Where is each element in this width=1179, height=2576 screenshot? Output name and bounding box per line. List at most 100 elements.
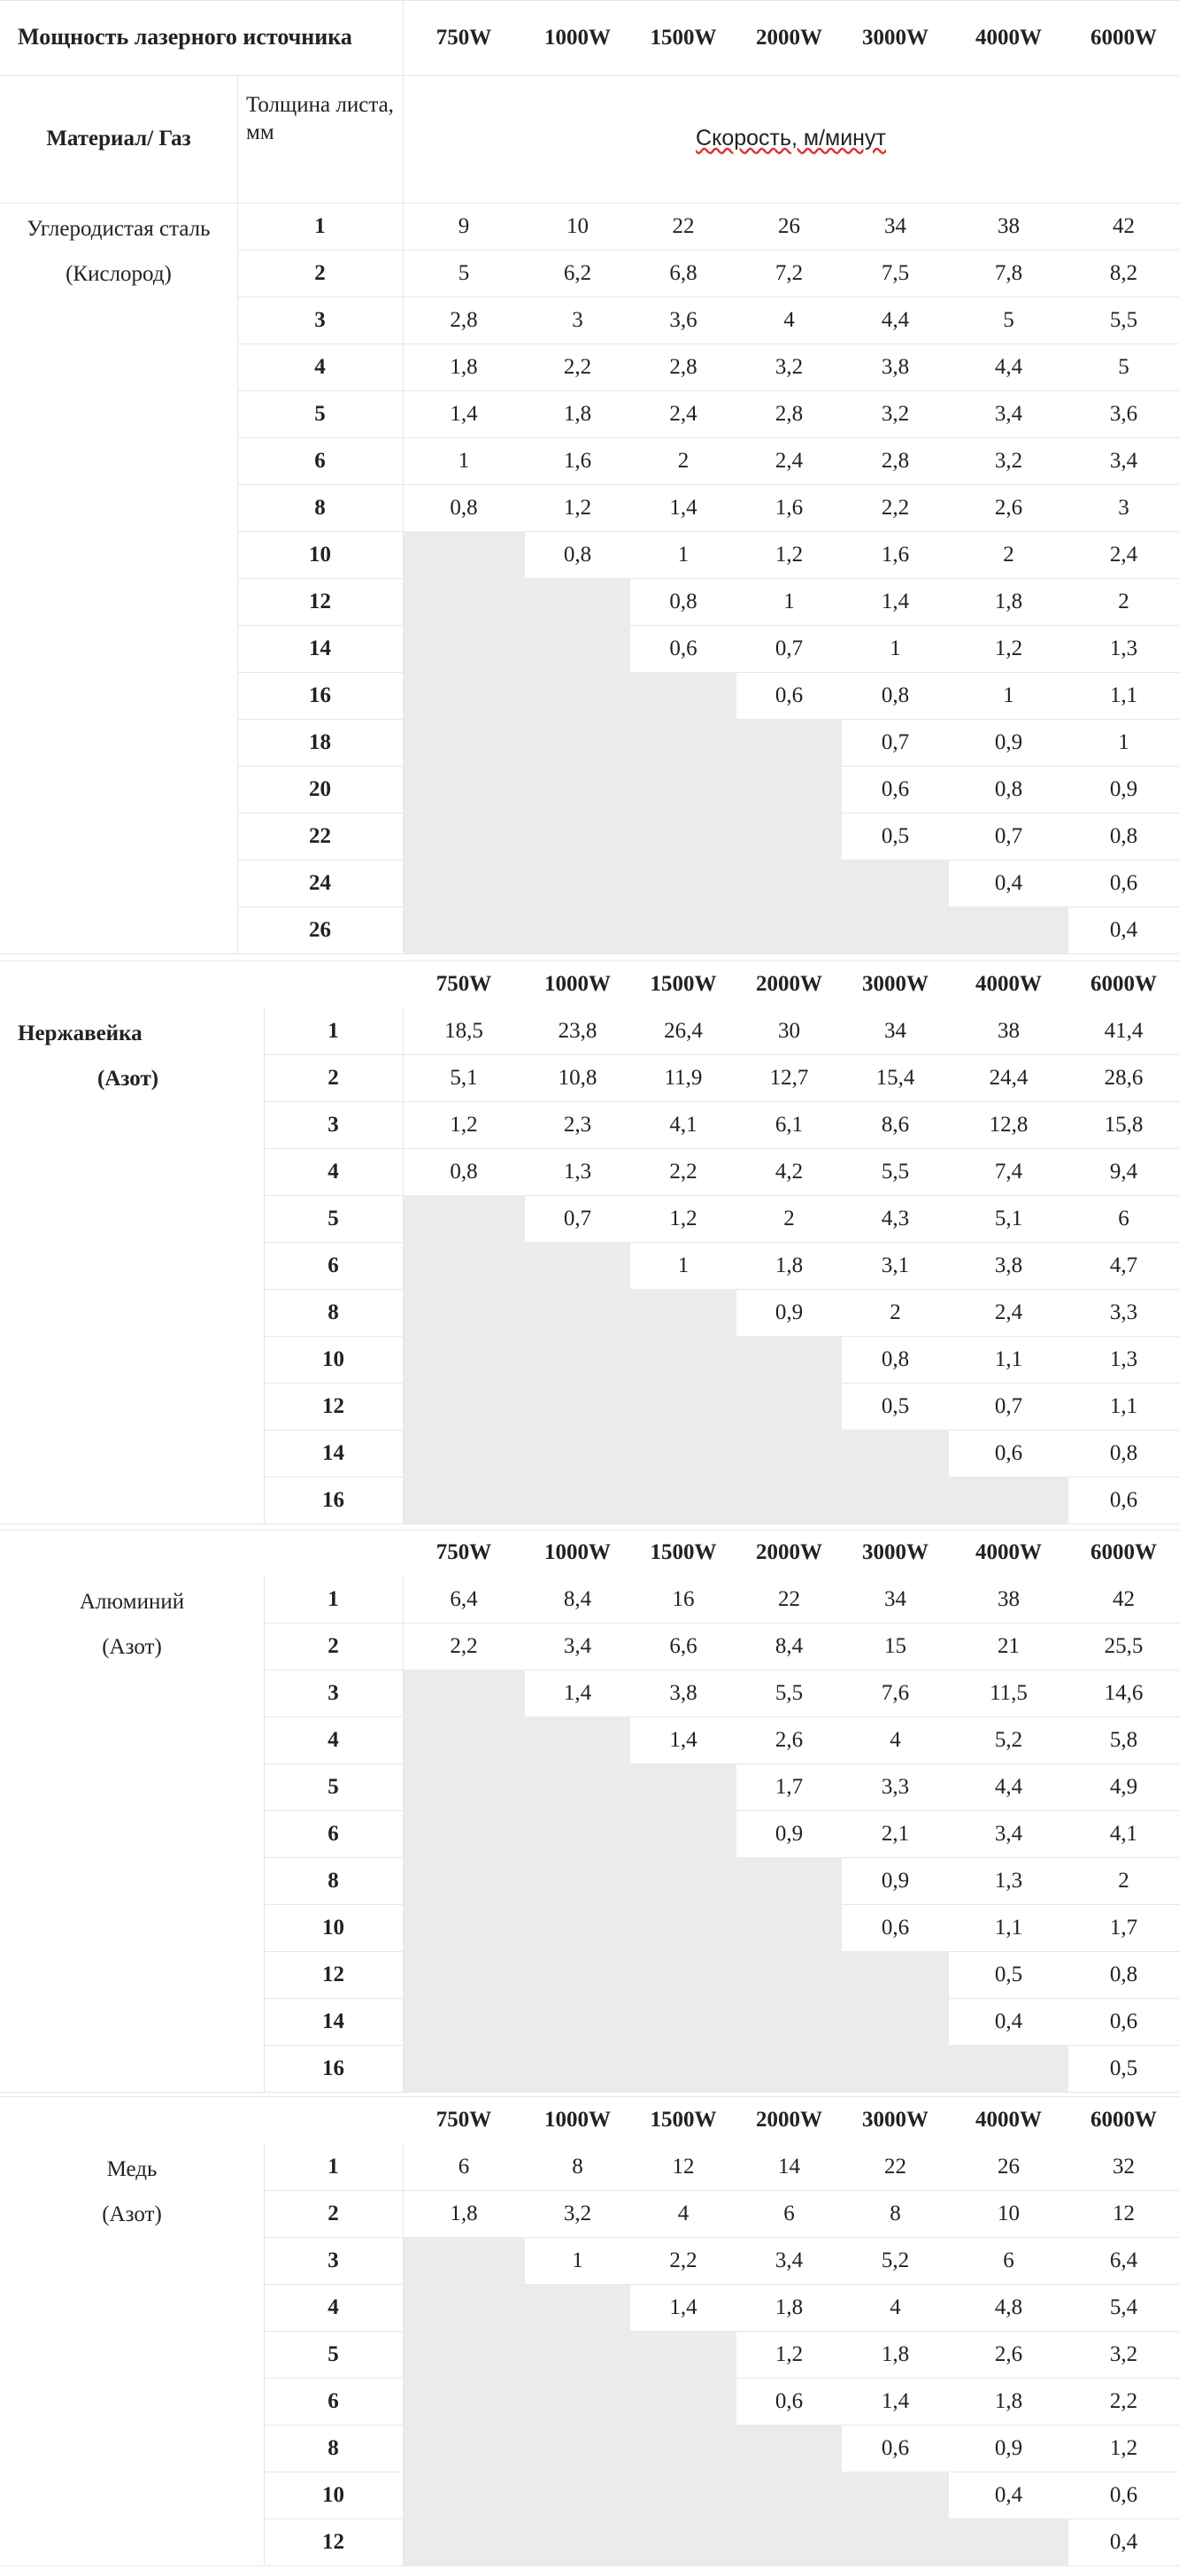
speed-value: 0,6 [774,2388,804,2413]
divider [0,960,1179,961]
empty-cell [403,906,525,953]
empty-cell [403,2331,525,2378]
speed-value: 26 [998,2154,1020,2179]
speed-value: 0,8 [450,1159,478,1184]
speed-value: 0,9 [1109,776,1138,801]
thickness-value: 10 [322,1915,344,1940]
speed-value: 1 [783,589,795,613]
speed-value: 4 [890,1727,901,1752]
speed-value: 3,2 [563,2201,592,2225]
speed-value: 1,1 [1109,683,1138,707]
speed-value: 2,6 [774,1727,804,1752]
speed-value: 2,8 [774,401,804,426]
speed-value: 12 [672,2154,695,2179]
empty-cell [525,1242,630,1289]
speed-value: 3 [572,307,583,332]
speed-value: 1,2 [563,495,592,520]
speed-value: 12 [1113,2201,1135,2225]
thickness-value: 5 [328,1206,339,1230]
speed-value: 0,6 [881,1915,910,1940]
speed-value: 0,8 [1109,1440,1138,1465]
empty-cell [630,1477,736,1523]
speed-value: 4 [890,2294,901,2319]
speed-value: 5 [1003,307,1014,332]
empty-cell [842,1477,949,1523]
speed-value: 3,4 [774,2248,804,2272]
speed-value: 4,3 [881,1206,910,1230]
speed-value: 5,1 [994,1206,1023,1230]
power-header: 1000W [544,2107,611,2132]
divider [0,0,1179,1]
speed-value: 2,8 [881,448,910,473]
empty-cell [630,1810,736,1857]
speed-header-label: Скорость, м/минут [696,126,886,151]
speed-value: 6,2 [563,260,592,285]
speed-value: 1,3 [994,1868,1023,1893]
empty-cell [403,2284,525,2331]
speed-value: 4 [783,307,795,332]
speed-value: 7,4 [994,1159,1023,1184]
speed-value: 14,6 [1104,1680,1144,1705]
gas-name: (Азот) [97,1067,159,1091]
empty-cell [525,1857,630,1904]
speed-value: 4,4 [994,354,1023,379]
material-name: Углеродистая сталь [27,217,211,241]
divider [0,2565,1179,2566]
thickness-value: 3 [328,2248,339,2272]
speed-value: 2 [1003,542,1014,567]
empty-cell [525,2425,630,2472]
speed-value: 4,4 [881,307,910,332]
speed-value: 1,8 [881,2341,910,2366]
empty-cell [630,2472,736,2518]
empty-cell [403,1810,525,1857]
speed-value: 3,1 [881,1253,910,1277]
empty-cell [403,1383,525,1430]
speed-value: 1,6 [774,495,804,520]
speed-value: 2,8 [669,354,697,379]
material-label: Медь (Азот) [0,2143,264,2565]
speed-value: 1,2 [774,542,804,567]
speed-value: 0,7 [774,636,804,660]
empty-cell [525,1763,630,1810]
thickness-value: 6 [328,2388,339,2413]
divider [264,2237,1179,2238]
empty-cell [736,1477,842,1523]
speed-value: 5 [1118,354,1129,379]
thickness-header: Толщина листа, мм [246,93,394,145]
empty-cell [736,2045,842,2092]
speed-value: 1,8 [994,2388,1023,2413]
power-header: 750W [435,2107,492,2132]
speed-value: 6 [783,2201,795,2225]
speed-value: 1,3 [1109,1346,1138,1371]
speed-value: 0,7 [994,1393,1023,1418]
empty-cell [842,2045,949,2092]
speed-value: 26 [778,213,800,238]
speed-value: 15 [884,1633,906,1658]
material-label: Алюминий (Азот) [0,1576,264,2092]
power-header: 2000W [756,25,822,50]
speed-value: 3,4 [994,1821,1023,1846]
empty-cell [403,1904,525,1951]
empty-cell [949,906,1068,953]
material-name: Алюминий [79,1590,185,1614]
divider [403,0,404,203]
empty-cell [630,719,736,766]
speed-value: 8,4 [563,1586,592,1611]
divider [0,1530,1179,1531]
speed-value: 0,7 [881,729,910,754]
speed-value: 26,4 [664,1018,703,1043]
divider [264,1007,265,1523]
empty-cell [842,860,949,906]
speed-value: 2,2 [669,1159,697,1184]
power-header: 6000W [1090,971,1157,996]
material-name: Нержавейка [18,1022,143,1045]
divider [264,2143,265,2565]
empty-cell [525,2045,630,2092]
empty-cell [525,1998,630,2045]
thickness-value: 2 [328,1065,339,1090]
empty-cell [403,2237,525,2284]
speed-value: 0,7 [994,823,1023,848]
speed-value: 1,8 [450,354,478,379]
thickness-value: 4 [328,1727,339,1752]
thickness-value: 1 [328,1586,339,1611]
